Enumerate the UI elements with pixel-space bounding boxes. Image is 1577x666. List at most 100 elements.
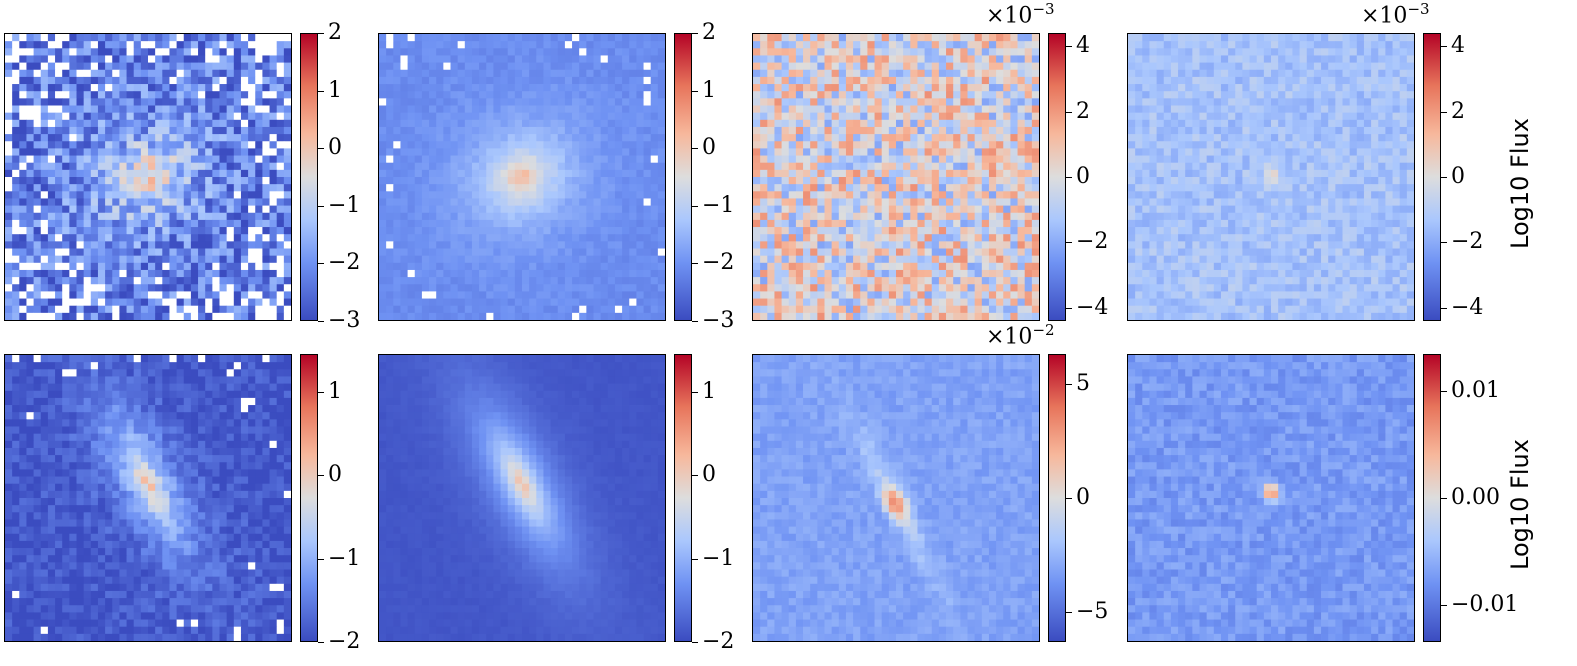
heatmap-cell xyxy=(507,48,516,56)
heatmap-cell xyxy=(183,248,192,257)
heatmap-cell xyxy=(248,205,256,214)
heatmap-cell xyxy=(226,62,235,71)
heatmap-cell xyxy=(550,84,559,92)
heatmap-cell xyxy=(148,305,156,314)
heatmap-cell xyxy=(119,284,127,292)
heatmap-cell xyxy=(817,212,825,221)
heatmap-cell xyxy=(443,162,451,171)
heatmap-cell xyxy=(1135,48,1143,56)
heatmap-cell xyxy=(219,91,228,99)
heatmap-cell xyxy=(643,291,652,299)
heatmap-cell xyxy=(753,169,761,178)
heatmap-cell xyxy=(1249,48,1258,56)
heatmap-cell xyxy=(981,134,990,142)
heatmap-cell xyxy=(464,134,473,142)
heatmap-cell xyxy=(105,69,113,78)
heatmap-cell xyxy=(26,277,34,285)
heatmap-cell xyxy=(960,212,968,221)
heatmap-cell xyxy=(774,212,782,221)
heatmap-cell xyxy=(536,162,544,171)
heatmap-cell xyxy=(593,184,602,192)
heatmap-cell xyxy=(1263,34,1272,42)
heatmap-cell xyxy=(550,141,559,149)
heatmap-cell xyxy=(386,98,394,106)
heatmap-cell xyxy=(69,291,77,299)
heatmap-cell xyxy=(888,76,897,85)
heatmap-cell xyxy=(1003,91,1011,99)
heatmap-cell xyxy=(572,219,580,228)
heatmap-cell xyxy=(881,234,890,242)
heatmap-cell xyxy=(240,198,249,206)
heatmap-cell xyxy=(1363,48,1372,56)
heatmap-cell xyxy=(657,41,665,49)
heatmap-cell xyxy=(824,241,833,249)
heatmap-cell xyxy=(760,105,768,114)
heatmap-cell xyxy=(240,41,249,49)
heatmap-cell xyxy=(938,269,947,278)
heatmap-cell xyxy=(803,219,811,228)
heatmap-cell xyxy=(169,227,177,235)
heatmap-cell xyxy=(981,219,990,228)
heatmap-cell xyxy=(522,91,530,99)
heatmap-cell xyxy=(795,119,804,128)
heatmap-cell xyxy=(83,41,92,49)
heatmap-cell xyxy=(198,312,206,320)
heatmap-cell xyxy=(831,62,840,71)
heatmap-cell xyxy=(888,48,897,56)
heatmap-cell xyxy=(657,48,665,56)
heatmap-cell xyxy=(988,84,997,92)
heatmap-cell xyxy=(386,141,394,149)
heatmap-cell xyxy=(910,162,918,171)
heatmap-cell xyxy=(500,55,509,63)
heatmap-cell xyxy=(133,126,142,135)
heatmap-cell xyxy=(479,284,487,292)
heatmap-cell xyxy=(788,184,797,192)
heatmap-cell xyxy=(614,241,623,249)
heatmap-cell xyxy=(12,91,20,99)
heatmap-cell xyxy=(248,219,256,228)
heatmap-cell xyxy=(1024,284,1033,292)
heatmap-cell xyxy=(212,191,220,199)
heatmap-cell xyxy=(283,134,291,142)
heatmap-cell xyxy=(283,227,291,235)
heatmap-cell xyxy=(881,305,890,314)
heatmap-cell xyxy=(874,84,883,92)
heatmap-cell xyxy=(831,119,840,128)
heatmap-cell xyxy=(226,98,235,106)
heatmap-cell xyxy=(960,198,968,206)
heatmap-cell xyxy=(148,169,156,178)
heatmap-cell xyxy=(1128,34,1136,42)
heatmap-cell xyxy=(981,234,990,242)
heatmap-cell xyxy=(572,291,580,299)
heatmap-cell xyxy=(105,148,113,156)
heatmap-cell xyxy=(924,155,933,164)
heatmap-cell xyxy=(262,219,270,228)
heatmap-cell xyxy=(888,141,897,149)
heatmap-cell xyxy=(845,148,854,156)
heatmap-cell xyxy=(874,126,883,135)
heatmap-cell xyxy=(198,69,206,78)
heatmap-cell xyxy=(896,119,904,128)
heatmap-cell xyxy=(810,69,818,78)
heatmap-cell xyxy=(400,305,408,314)
heatmap-cell xyxy=(457,198,466,206)
heatmap-cell xyxy=(931,312,940,320)
heatmap-cell xyxy=(457,227,466,235)
heatmap-cell xyxy=(514,76,523,85)
heatmap-cell xyxy=(988,119,997,128)
heatmap-cell xyxy=(240,112,249,121)
heatmap-cell xyxy=(543,119,551,128)
heatmap-cell xyxy=(269,269,278,278)
heatmap-cell xyxy=(860,155,868,164)
heatmap-cell xyxy=(155,255,163,264)
heatmap-cell xyxy=(429,269,437,278)
heatmap-cell xyxy=(981,198,990,206)
heatmap-cell xyxy=(276,234,285,242)
heatmap-cell xyxy=(40,269,49,278)
heatmap-cell xyxy=(205,248,213,257)
heatmap-cell xyxy=(579,62,587,71)
heatmap-cell xyxy=(896,298,904,307)
heatmap-cell xyxy=(938,76,947,85)
heatmap-cell xyxy=(522,98,530,106)
heatmap-cell xyxy=(753,119,761,128)
